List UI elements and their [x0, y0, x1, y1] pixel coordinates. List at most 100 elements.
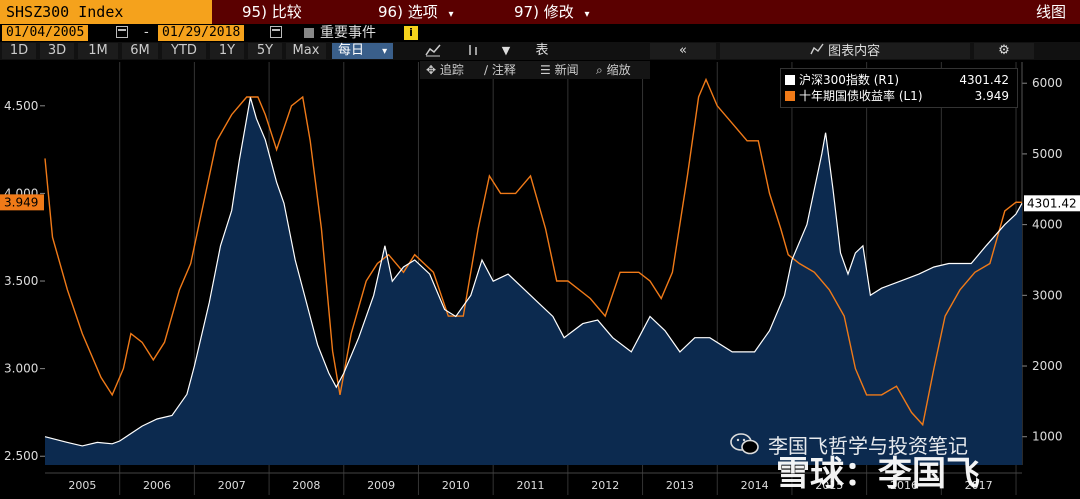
collapse-panel-button[interactable]: «: [650, 43, 716, 59]
chart-svg[interactable]: 2005 2006 2007 2008 2009 2010 2011 2012 2013 2014…: [0, 60, 1080, 495]
menu-modify-caret-icon: ▾: [584, 9, 590, 20]
menu-options-caret-icon: ▾: [448, 9, 454, 20]
x-tick-label: 2016: [890, 479, 918, 492]
zoom-icon: ⌕: [596, 63, 603, 77]
x-tick-label: 2005: [68, 479, 96, 492]
frequency-value: 每日: [338, 43, 365, 58]
track-tool[interactable]: ✥ 追踪: [426, 61, 464, 79]
yield-series-line: [44, 77, 1023, 427]
track-label: 追踪: [439, 63, 464, 77]
menu-options-num: 96): [378, 3, 403, 21]
view-type-label[interactable]: 线图: [1035, 3, 1066, 21]
x-tick-label: 2014: [741, 479, 769, 492]
right-tick-label: 5000: [1032, 147, 1063, 161]
right-tick-label: 4000: [1032, 218, 1063, 232]
range-ytd-button[interactable]: YTD: [162, 43, 206, 59]
legend-series-name: 沪深300指数 (R1): [799, 73, 900, 87]
line-chart-icon[interactable]: [418, 43, 448, 59]
index-series-line: [44, 97, 1023, 447]
end-date-field[interactable]: 01/29/2018: [158, 25, 245, 41]
x-tick-label: 2007: [218, 479, 246, 492]
legend-series-value: 3.949: [974, 89, 1009, 103]
chart-content-icon: [810, 43, 824, 55]
left-tick-label: 3.500: [4, 274, 38, 288]
calendar-icon[interactable]: [116, 26, 128, 38]
left-tick-label: 3.000: [4, 362, 38, 376]
range-max-button[interactable]: Max: [286, 43, 326, 59]
calendar-icon[interactable]: [270, 26, 282, 38]
right-tick-label: 2000: [1032, 359, 1063, 373]
chart-content-button[interactable]: 图表内容: [720, 43, 970, 59]
legend-series-value: 4301.42: [959, 73, 1009, 87]
frequency-select[interactable]: 每日 ▾: [332, 43, 394, 59]
events-checkbox[interactable]: [304, 28, 314, 38]
menu-options[interactable]: 96) 选项 ▾: [378, 0, 454, 24]
menu-modify-num: 97): [514, 3, 539, 21]
menu-options-label: 选项: [407, 3, 438, 21]
range-1d-button[interactable]: 1D: [2, 43, 36, 59]
index-area: [45, 97, 1022, 466]
zoom-tool[interactable]: ⌕ 缩放: [596, 61, 631, 79]
start-date-field[interactable]: 01/04/2005: [2, 25, 89, 41]
menu-compare-num: 95): [242, 3, 267, 21]
right-current-label: 4301.42: [1027, 196, 1077, 210]
right-current-tag: [1024, 195, 1080, 212]
chart-subtoolbar: ✥ 追踪 ∕ 注释 ☰ 新闻 ⌕ 缩放: [420, 61, 650, 79]
range-1m-button[interactable]: 1M: [78, 43, 118, 59]
news-label: 新闻: [554, 63, 579, 77]
style-dropdown-chevron-icon[interactable]: ▼: [501, 44, 511, 57]
zoom-label: 缩放: [606, 63, 631, 77]
chart-legend: 沪深300指数 (R1) 4301.42 十年期国债收益率 (L1) 3.949: [780, 68, 1018, 108]
x-tick-label: 2006: [143, 479, 171, 492]
gear-icon: ⚙: [998, 43, 1010, 58]
left-current-label: 3.949: [4, 195, 38, 209]
events-label: 重要事件: [320, 25, 376, 41]
wechat-logo-icon: [730, 433, 759, 455]
legend-item[interactable]: 十年期国债收益率 (L1) 3.949: [785, 88, 1013, 104]
annotate-label: 注释: [491, 63, 516, 77]
x-tick-label: 2010: [442, 479, 470, 492]
range-1y-button[interactable]: 1Y: [210, 43, 244, 59]
ticker-field[interactable]: SHSZ300 Index: [0, 0, 212, 24]
x-tick-label: 2008: [292, 479, 320, 492]
settings-button[interactable]: ⚙: [974, 43, 1034, 59]
legend-swatch: [785, 91, 795, 101]
pencil-icon: ∕: [484, 63, 489, 77]
bar-style-icon[interactable]: [458, 43, 488, 59]
table-button[interactable]: 表: [535, 43, 549, 58]
menu-modify[interactable]: 97) 修改 ▾: [514, 0, 590, 24]
legend-swatch: [785, 75, 795, 85]
chart-content-label: 图表内容: [828, 44, 881, 59]
menu-compare[interactable]: 95) 比较: [242, 0, 302, 24]
x-tick-label: 2012: [591, 479, 619, 492]
x-tick-label: 2017: [965, 479, 993, 492]
legend-item[interactable]: 沪深300指数 (R1) 4301.42: [785, 72, 1013, 88]
title-bar: SHSZ300 Index 95) 比较 96) 选项 ▾ 97) 修改 ▾ 线…: [0, 0, 1080, 24]
left-tick-label: 2.500: [4, 449, 38, 463]
range-3d-button[interactable]: 3D: [40, 43, 74, 59]
x-tick-label: 2011: [517, 479, 545, 492]
left-tick-label: 4.500: [4, 99, 38, 113]
crosshair-icon: ✥: [426, 63, 437, 77]
watermark-big: 雪球：李国飞: [776, 454, 980, 494]
chart-area[interactable]: 2005 2006 2007 2008 2009 2010 2011 2012 2013 2014…: [0, 60, 1080, 495]
annotate-tool[interactable]: ∕ 注释: [484, 61, 516, 79]
news-icon: ☰: [540, 63, 551, 77]
date-separator: -: [144, 25, 149, 40]
x-tick-label: 2015: [815, 479, 843, 492]
news-tool[interactable]: ☰ 新闻: [540, 61, 579, 79]
x-tick-label: 2009: [367, 479, 395, 492]
range-5y-button[interactable]: 5Y: [248, 43, 282, 59]
right-tick-label: 6000: [1032, 76, 1063, 90]
left-current-tag: [0, 194, 44, 211]
range-6m-button[interactable]: 6M: [122, 43, 158, 59]
watermark-small: 李国飞哲学与投资笔记: [768, 434, 968, 458]
x-tick-label: 2013: [666, 479, 694, 492]
range-toolbar: 1D 3D 1M 6M YTD 1Y 5Y Max 每日 ▾ ▼ 表 « 图表内…: [0, 42, 1080, 60]
info-icon[interactable]: i: [404, 26, 418, 40]
date-row: 01/04/2005 - 01/29/2018 重要事件 i: [0, 24, 1080, 42]
menu-compare-label: 比较: [271, 3, 302, 21]
right-tick-label: 1000: [1032, 430, 1063, 444]
chevron-down-icon: ▾: [382, 46, 388, 57]
right-tick-label: 3000: [1032, 288, 1063, 302]
